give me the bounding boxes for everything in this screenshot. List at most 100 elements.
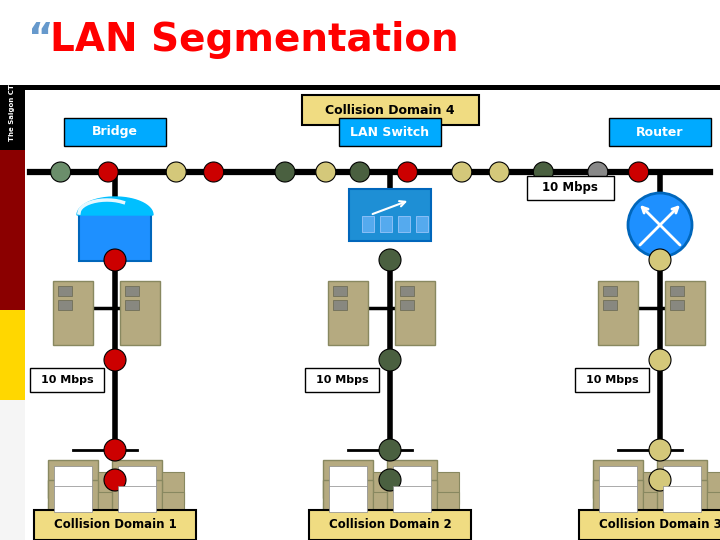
Bar <box>407 515 417 523</box>
Circle shape <box>446 523 456 533</box>
Circle shape <box>107 503 117 513</box>
FancyBboxPatch shape <box>323 522 378 534</box>
Bar <box>125 300 139 310</box>
FancyBboxPatch shape <box>373 472 395 504</box>
Circle shape <box>489 162 509 182</box>
FancyBboxPatch shape <box>328 281 368 345</box>
FancyBboxPatch shape <box>526 176 613 200</box>
FancyBboxPatch shape <box>64 118 166 146</box>
Circle shape <box>204 162 224 182</box>
Circle shape <box>652 503 662 513</box>
FancyBboxPatch shape <box>657 460 707 498</box>
FancyBboxPatch shape <box>387 502 442 514</box>
Bar <box>663 486 701 512</box>
Circle shape <box>350 162 370 182</box>
FancyBboxPatch shape <box>657 502 712 514</box>
Bar <box>132 495 142 503</box>
FancyBboxPatch shape <box>323 502 378 514</box>
Circle shape <box>316 162 336 182</box>
Circle shape <box>452 162 472 182</box>
Bar <box>400 300 414 310</box>
Text: The Saigon CTT: The Saigon CTT <box>9 79 15 141</box>
FancyBboxPatch shape <box>162 492 184 524</box>
Bar <box>670 286 684 296</box>
Circle shape <box>716 523 720 533</box>
Text: Router: Router <box>636 125 684 138</box>
Text: Collision Domain 4: Collision Domain 4 <box>325 104 455 117</box>
Circle shape <box>107 523 117 533</box>
FancyBboxPatch shape <box>339 118 441 146</box>
Bar <box>329 486 367 512</box>
FancyBboxPatch shape <box>598 281 638 345</box>
FancyBboxPatch shape <box>48 480 98 518</box>
Circle shape <box>379 439 401 461</box>
Circle shape <box>50 162 71 182</box>
Bar <box>398 216 410 232</box>
Bar <box>599 486 637 512</box>
FancyBboxPatch shape <box>387 460 437 498</box>
Circle shape <box>104 439 126 461</box>
FancyBboxPatch shape <box>79 214 151 261</box>
Circle shape <box>629 162 649 182</box>
Bar <box>25 85 720 540</box>
Circle shape <box>104 349 126 371</box>
Bar <box>613 495 623 503</box>
FancyBboxPatch shape <box>643 492 665 524</box>
Text: Collision Domain 3: Collision Domain 3 <box>598 518 720 531</box>
Bar <box>125 286 139 296</box>
FancyBboxPatch shape <box>98 472 120 504</box>
FancyBboxPatch shape <box>53 281 93 345</box>
Circle shape <box>397 162 418 182</box>
Circle shape <box>379 469 401 491</box>
Bar <box>54 486 92 512</box>
Circle shape <box>649 439 671 461</box>
Circle shape <box>588 162 608 182</box>
FancyBboxPatch shape <box>112 522 167 534</box>
FancyBboxPatch shape <box>305 368 379 392</box>
FancyBboxPatch shape <box>707 472 720 504</box>
FancyBboxPatch shape <box>609 118 711 146</box>
FancyBboxPatch shape <box>323 460 373 498</box>
Circle shape <box>171 503 181 513</box>
FancyBboxPatch shape <box>437 472 459 504</box>
Bar <box>343 495 353 503</box>
Bar <box>677 515 687 523</box>
FancyBboxPatch shape <box>665 281 705 345</box>
Bar <box>25 85 720 90</box>
FancyBboxPatch shape <box>112 480 162 518</box>
Circle shape <box>652 523 662 533</box>
Bar <box>58 286 72 296</box>
Bar <box>68 515 78 523</box>
Circle shape <box>649 349 671 371</box>
FancyBboxPatch shape <box>349 189 431 241</box>
Circle shape <box>166 162 186 182</box>
Bar <box>58 300 72 310</box>
FancyBboxPatch shape <box>48 460 98 498</box>
FancyBboxPatch shape <box>302 95 479 125</box>
Circle shape <box>104 249 126 271</box>
Circle shape <box>649 469 671 491</box>
FancyBboxPatch shape <box>593 502 648 514</box>
Polygon shape <box>77 197 153 215</box>
Bar <box>613 515 623 523</box>
Bar <box>603 286 617 296</box>
Circle shape <box>446 503 456 513</box>
FancyBboxPatch shape <box>112 460 162 498</box>
Text: LAN Switch: LAN Switch <box>351 125 430 138</box>
Bar <box>677 495 687 503</box>
Bar <box>407 495 417 503</box>
FancyBboxPatch shape <box>579 510 720 540</box>
Circle shape <box>649 249 671 271</box>
Circle shape <box>171 523 181 533</box>
FancyBboxPatch shape <box>112 502 167 514</box>
FancyBboxPatch shape <box>707 492 720 524</box>
Text: 10 Mbps: 10 Mbps <box>585 375 639 385</box>
Text: Bridge: Bridge <box>92 125 138 138</box>
Text: Collision Domain 2: Collision Domain 2 <box>328 518 451 531</box>
Text: Collision Domain 1: Collision Domain 1 <box>53 518 176 531</box>
Bar <box>329 466 367 492</box>
Bar <box>333 300 347 310</box>
Bar <box>0 310 25 400</box>
Bar <box>68 495 78 503</box>
Bar <box>603 300 617 310</box>
